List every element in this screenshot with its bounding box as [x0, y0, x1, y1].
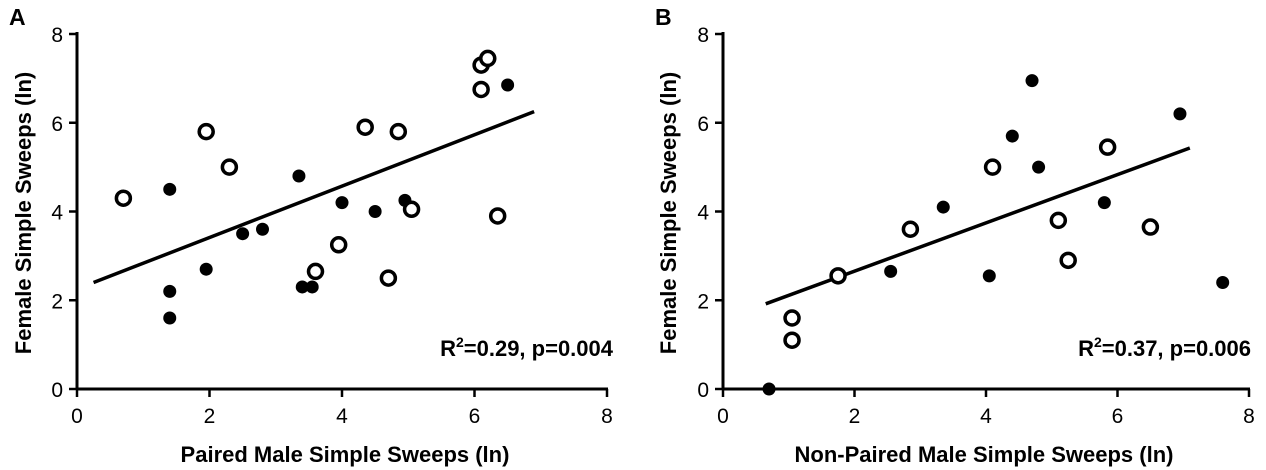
x-axis-title-b: Non-Paired Male Simple Sweeps (ln) [795, 442, 1174, 467]
open-point-b [1098, 138, 1117, 156]
regression-line-b [765, 146, 1191, 306]
x-tick-label-a: 2 [204, 405, 216, 428]
open-point-a [220, 158, 239, 176]
open-point-a [389, 122, 408, 141]
x-tick-label-b: 0 [717, 405, 729, 428]
open-point-a [306, 262, 325, 281]
filled-point-b [936, 200, 950, 214]
filled-point-a [163, 284, 177, 298]
x-tick-label-a: 4 [336, 405, 348, 428]
open-point-a [197, 122, 215, 141]
filled-point-b [762, 382, 776, 396]
open-point-a [488, 207, 507, 225]
y-tick-label-b: 0 [697, 379, 709, 402]
filled-point-b [1032, 160, 1046, 174]
open-point-b [783, 309, 801, 327]
y-tick-label-b: 4 [697, 202, 709, 225]
filled-point-a [368, 205, 382, 218]
stats-annotation-b: R2=0.37, p=0.006 [1078, 334, 1251, 361]
open-point-a [379, 269, 398, 287]
filled-point-a [335, 196, 349, 210]
filled-point-a [236, 227, 250, 241]
open-point-b [1049, 211, 1068, 230]
open-point-a [472, 80, 490, 99]
open-point-b [983, 158, 1002, 176]
y-axis-title-a: Female Simple Sweeps (ln) [11, 72, 36, 354]
x-tick-label-b: 2 [849, 405, 861, 428]
filled-point-b [1097, 196, 1111, 210]
filled-point-a [163, 311, 177, 325]
filled-point-b [1173, 107, 1187, 121]
x-tick-label-b: 6 [1112, 405, 1124, 428]
y-tick-label-b: 6 [697, 113, 709, 136]
x-tick-label-a: 6 [469, 405, 481, 428]
open-point-a [114, 189, 133, 207]
filled-point-a [305, 280, 319, 294]
regression-line-a [92, 110, 535, 285]
y-tick-label-b: 2 [697, 290, 709, 313]
x-tick-label-b: 4 [980, 405, 992, 428]
y-tick-label-a: 2 [51, 290, 63, 313]
panel-label-b: B [655, 4, 672, 30]
open-point-b [901, 220, 920, 238]
open-point-a [329, 236, 348, 254]
filled-point-a [295, 280, 309, 294]
open-point-b [1141, 218, 1160, 236]
filled-point-a [292, 169, 306, 183]
open-point-b [1059, 251, 1077, 270]
filled-point-b [884, 264, 898, 278]
y-tick-label-a: 6 [51, 113, 63, 136]
filled-point-b [1005, 129, 1019, 143]
scatter-panel-a: A Paired Male Simple Sweeps (ln) Female … [9, 4, 614, 467]
filled-point-b [982, 269, 996, 283]
x-axis-title-a: Paired Male Simple Sweeps (ln) [181, 442, 510, 467]
open-point-a [479, 49, 497, 68]
y-tick-label-a: 0 [51, 379, 63, 402]
filled-point-a [501, 78, 515, 92]
filled-point-a [163, 182, 177, 196]
filled-point-b [1025, 74, 1039, 88]
x-tick-label-a: 8 [601, 405, 613, 428]
y-tick-label-a: 8 [51, 24, 63, 47]
x-tick-label-b: 8 [1243, 405, 1255, 428]
y-axis-title-b: Female Simple Sweeps (ln) [656, 72, 681, 354]
open-point-b [783, 331, 801, 349]
stats-annotation-a: R2=0.29, p=0.004 [440, 334, 614, 361]
filled-point-a [199, 262, 213, 276]
x-tick-label-a: 0 [71, 405, 83, 428]
filled-point-b [1216, 276, 1230, 289]
filled-point-a [256, 222, 269, 236]
open-point-a [402, 200, 421, 219]
y-tick-label-a: 4 [51, 202, 63, 225]
panel-label-a: A [9, 4, 26, 30]
scatter-panel-b: B Non-Paired Male Simple Sweeps (ln) Fem… [655, 4, 1255, 467]
open-point-b [829, 267, 847, 285]
open-point-a [356, 118, 374, 136]
y-tick-label-b: 8 [697, 24, 709, 47]
